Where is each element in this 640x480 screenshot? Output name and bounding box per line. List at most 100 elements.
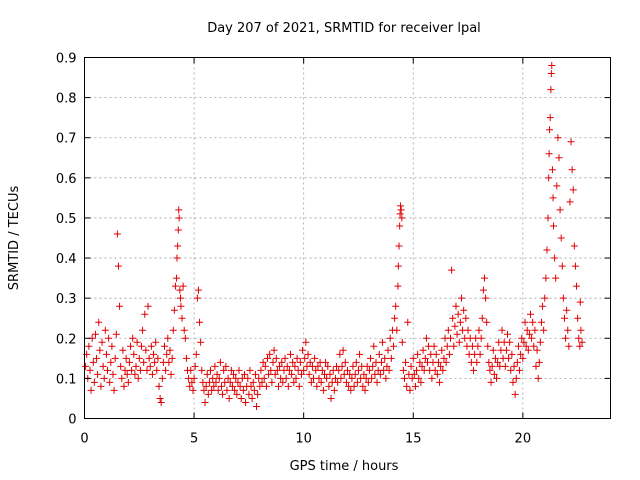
data-point <box>237 394 245 402</box>
data-point <box>282 374 290 382</box>
data-point <box>199 378 207 386</box>
data-point <box>494 358 502 366</box>
data-point <box>114 262 122 270</box>
data-point <box>118 374 126 382</box>
data-point <box>521 318 529 326</box>
data-point <box>226 378 234 386</box>
data-point <box>510 362 518 370</box>
data-point <box>260 374 268 382</box>
data-point <box>552 274 560 282</box>
data-point <box>476 350 484 358</box>
data-point <box>174 242 182 250</box>
data-point <box>239 386 247 394</box>
data-point <box>230 370 238 378</box>
data-point <box>210 382 218 390</box>
data-point <box>431 366 439 374</box>
data-point <box>523 326 531 334</box>
data-point <box>220 366 228 374</box>
data-point <box>511 390 519 398</box>
data-point <box>576 342 584 350</box>
data-point <box>383 362 391 370</box>
data-point <box>434 358 442 366</box>
data-point <box>565 342 573 350</box>
data-point <box>180 326 188 334</box>
data-point <box>559 294 567 302</box>
data-point <box>484 342 492 350</box>
data-point <box>269 358 277 366</box>
data-point <box>483 318 491 326</box>
data-point <box>480 274 488 282</box>
data-point <box>551 254 559 262</box>
data-point <box>318 366 326 374</box>
data-point <box>509 378 517 386</box>
data-point <box>361 386 369 394</box>
x-tick-label: 15 <box>405 432 422 447</box>
data-point <box>173 274 181 282</box>
data-point <box>413 366 421 374</box>
data-point <box>477 334 485 342</box>
data-point <box>250 386 258 394</box>
data-point <box>322 358 330 366</box>
data-point <box>519 354 527 362</box>
data-point <box>287 350 295 358</box>
data-point <box>109 370 117 378</box>
y-tick-label: 0.5 <box>56 212 77 227</box>
data-point <box>419 346 427 354</box>
data-point <box>575 334 583 342</box>
data-point <box>223 386 231 394</box>
data-point <box>377 358 385 366</box>
data-point <box>141 310 149 318</box>
y-axis-label: SRMTID / TECUs <box>7 186 22 291</box>
data-point <box>155 382 163 390</box>
axis-ticks: 0 0.1 0.2 0.3 0.4 0.5 0.6 0.7 0.8 0.9 0 5 10 15 20 <box>56 52 611 447</box>
data-point <box>292 374 300 382</box>
data-point <box>150 350 158 358</box>
data-point <box>382 374 390 382</box>
data-point <box>279 378 287 386</box>
data-point <box>130 350 138 358</box>
data-point <box>414 350 422 358</box>
data-point <box>93 354 101 362</box>
data-point <box>457 294 465 302</box>
data-point <box>100 374 108 382</box>
data-point <box>571 262 579 270</box>
data-point <box>193 294 201 302</box>
data-point <box>384 346 392 354</box>
data-point <box>283 362 291 370</box>
data-point <box>450 342 458 350</box>
data-points <box>82 62 586 410</box>
data-point <box>299 346 307 354</box>
data-point <box>101 326 109 334</box>
data-point <box>242 398 250 406</box>
data-point <box>233 390 241 398</box>
data-point <box>537 318 545 326</box>
data-point <box>110 386 118 394</box>
data-point <box>111 354 119 362</box>
data-point <box>166 346 174 354</box>
data-point <box>244 374 252 382</box>
data-point <box>194 286 202 294</box>
data-point <box>513 358 521 366</box>
data-point <box>402 358 410 366</box>
data-point <box>251 370 259 378</box>
data-point <box>569 186 577 194</box>
data-point <box>253 402 261 410</box>
data-point <box>144 302 152 310</box>
data-point <box>219 390 227 398</box>
data-point <box>410 370 418 378</box>
data-point <box>102 350 110 358</box>
data-point <box>344 366 351 374</box>
data-point <box>359 382 367 390</box>
data-point <box>404 318 412 326</box>
data-point <box>360 370 368 378</box>
data-point <box>349 362 357 370</box>
data-point <box>395 242 403 250</box>
data-point <box>536 338 544 346</box>
data-point <box>364 378 372 386</box>
data-point <box>189 386 197 394</box>
data-point <box>545 150 553 158</box>
data-point <box>386 334 394 342</box>
data-point <box>518 334 526 342</box>
y-tick-label: 0.8 <box>56 92 77 107</box>
data-point <box>262 382 270 390</box>
